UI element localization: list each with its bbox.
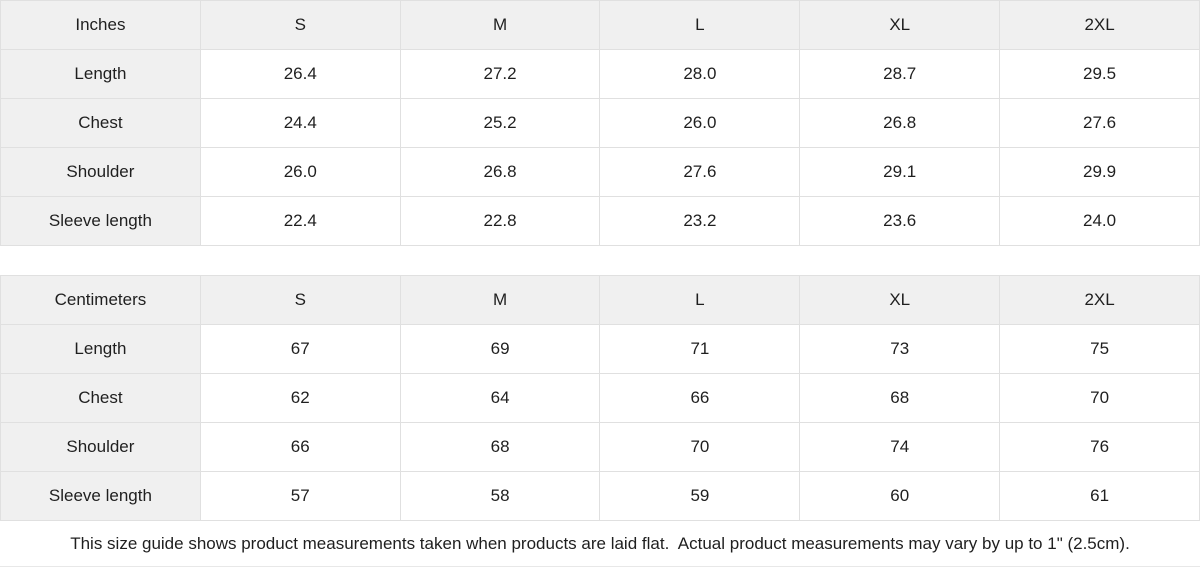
size-header-cell-s: S [199, 0, 401, 50]
value-cell: 27.6 [599, 147, 801, 197]
row-label-cell: Sleeve length [0, 471, 201, 521]
value-cell: 68 [799, 373, 1001, 423]
unit-header-cell: Centimeters [0, 275, 201, 325]
value-cell: 24.4 [199, 98, 401, 148]
table-row-chest: Chest 24.4 25.2 26.0 26.8 27.6 [0, 98, 1200, 148]
value-cell: 71 [599, 324, 801, 374]
value-cell: 29.5 [999, 49, 1200, 99]
table-separator [0, 246, 1200, 275]
table-row-sleeve-length: Sleeve length 22.4 22.8 23.2 23.6 24.0 [0, 196, 1200, 246]
value-cell: 66 [199, 422, 401, 472]
row-label-cell: Shoulder [0, 422, 201, 472]
value-cell: 61 [999, 471, 1200, 521]
row-label-cell: Length [0, 324, 201, 374]
value-cell: 28.7 [799, 49, 1001, 99]
value-cell: 59 [599, 471, 801, 521]
unit-header-cell: Inches [0, 0, 201, 50]
size-guide-widget: Inches S M L XL 2XL Length 26.4 27.2 28.… [0, 0, 1200, 567]
table-row-sleeve-length: Sleeve length 57 58 59 60 61 [0, 471, 1200, 521]
table-row-chest: Chest 62 64 66 68 70 [0, 373, 1200, 423]
value-cell: 67 [199, 324, 401, 374]
value-cell: 23.6 [799, 196, 1001, 246]
value-cell: 22.4 [199, 196, 401, 246]
value-cell: 24.0 [999, 196, 1200, 246]
value-cell: 28.0 [599, 49, 801, 99]
value-cell: 70 [599, 422, 801, 472]
value-cell: 70 [999, 373, 1200, 423]
size-header-cell-2xl: 2XL [999, 0, 1200, 50]
size-header-cell-xl: XL [799, 275, 1001, 325]
value-cell: 73 [799, 324, 1001, 374]
value-cell: 64 [399, 373, 601, 423]
value-cell: 26.4 [199, 49, 401, 99]
value-cell: 29.9 [999, 147, 1200, 197]
value-cell: 66 [599, 373, 801, 423]
value-cell: 60 [799, 471, 1001, 521]
centimeters-table: Centimeters S M L XL 2XL Length 67 69 71… [0, 275, 1200, 521]
size-guide-note: This size guide shows product measuremen… [0, 521, 1200, 567]
size-header-cell-m: M [399, 275, 601, 325]
value-cell: 22.8 [399, 196, 601, 246]
size-header-cell-l: L [599, 275, 801, 325]
size-header-cell-m: M [399, 0, 601, 50]
value-cell: 26.0 [199, 147, 401, 197]
value-cell: 57 [199, 471, 401, 521]
value-cell: 76 [999, 422, 1200, 472]
table-row-shoulder: Shoulder 26.0 26.8 27.6 29.1 29.9 [0, 147, 1200, 197]
value-cell: 58 [399, 471, 601, 521]
value-cell: 68 [399, 422, 601, 472]
value-cell: 23.2 [599, 196, 801, 246]
value-cell: 75 [999, 324, 1200, 374]
size-header-cell-s: S [199, 275, 401, 325]
table-row-length: Length 67 69 71 73 75 [0, 324, 1200, 374]
inches-table: Inches S M L XL 2XL Length 26.4 27.2 28.… [0, 0, 1200, 246]
table-header-row: Centimeters S M L XL 2XL [0, 275, 1200, 325]
value-cell: 27.6 [999, 98, 1200, 148]
row-label-cell: Length [0, 49, 201, 99]
value-cell: 62 [199, 373, 401, 423]
row-label-cell: Chest [0, 98, 201, 148]
value-cell: 29.1 [799, 147, 1001, 197]
table-row-length: Length 26.4 27.2 28.0 28.7 29.5 [0, 49, 1200, 99]
value-cell: 25.2 [399, 98, 601, 148]
size-header-cell-xl: XL [799, 0, 1001, 50]
row-label-cell: Shoulder [0, 147, 201, 197]
value-cell: 74 [799, 422, 1001, 472]
table-row-shoulder: Shoulder 66 68 70 74 76 [0, 422, 1200, 472]
value-cell: 26.0 [599, 98, 801, 148]
value-cell: 27.2 [399, 49, 601, 99]
value-cell: 26.8 [799, 98, 1001, 148]
value-cell: 26.8 [399, 147, 601, 197]
size-header-cell-2xl: 2XL [999, 275, 1200, 325]
table-header-row: Inches S M L XL 2XL [0, 0, 1200, 50]
value-cell: 69 [399, 324, 601, 374]
row-label-cell: Chest [0, 373, 201, 423]
row-label-cell: Sleeve length [0, 196, 201, 246]
size-header-cell-l: L [599, 0, 801, 50]
